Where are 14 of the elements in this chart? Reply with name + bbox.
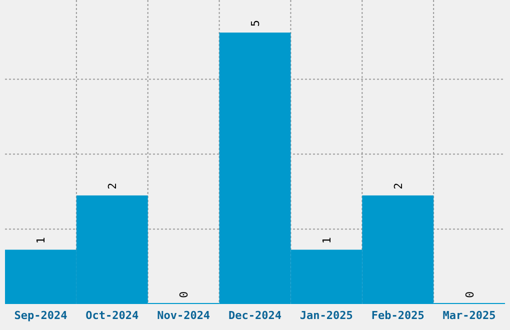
x-tick-label: Nov-2024 [157,309,210,322]
x-tick-label: Feb-2025 [371,309,424,322]
x-tick-label: Sep-2024 [14,309,68,322]
data-label: 0 [178,291,191,298]
data-label: 2 [392,182,405,190]
x-tick-label: Jan-2025 [300,309,353,322]
data-label: 0 [463,291,476,298]
data-label: 1 [320,237,334,244]
x-tick-label: Dec-2024 [228,309,282,322]
x-tick-label: Mar-2025 [442,309,496,322]
data-label: 5 [249,20,262,27]
data-label: 2 [106,182,120,190]
data-label: 1 [34,237,48,244]
x-tick-label: Oct-2024 [86,309,140,322]
